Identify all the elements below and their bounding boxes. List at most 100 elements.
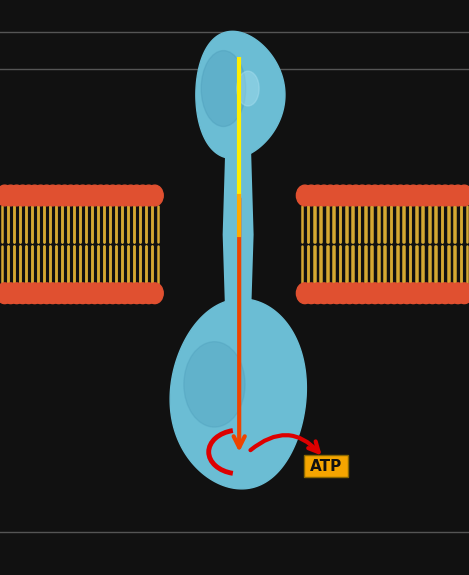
Circle shape [140,283,157,304]
Circle shape [303,185,320,206]
Circle shape [379,283,396,304]
Circle shape [26,185,43,206]
Circle shape [309,185,326,206]
Circle shape [56,283,73,304]
Circle shape [74,283,91,304]
Circle shape [449,283,466,304]
Circle shape [98,185,115,206]
Circle shape [146,185,163,206]
Polygon shape [223,149,254,316]
Circle shape [146,283,163,304]
Circle shape [50,185,67,206]
FancyBboxPatch shape [303,455,348,477]
Circle shape [417,283,434,304]
Circle shape [373,185,390,206]
Circle shape [2,283,19,304]
Circle shape [328,185,345,206]
Circle shape [104,185,121,206]
Circle shape [32,185,49,206]
Circle shape [437,185,454,206]
Circle shape [116,283,133,304]
Circle shape [373,283,390,304]
Circle shape [322,185,339,206]
Circle shape [80,185,97,206]
Circle shape [386,185,402,206]
Circle shape [56,185,73,206]
Circle shape [110,283,127,304]
Circle shape [116,185,133,206]
Circle shape [140,185,157,206]
Circle shape [32,283,49,304]
Circle shape [399,283,416,304]
Circle shape [443,283,460,304]
Text: ATP: ATP [310,459,342,474]
Circle shape [405,283,422,304]
Circle shape [110,185,127,206]
Polygon shape [196,31,285,159]
Circle shape [50,283,67,304]
Circle shape [0,185,13,206]
Circle shape [309,283,326,304]
Circle shape [86,185,103,206]
Circle shape [62,283,79,304]
Circle shape [322,283,339,304]
Circle shape [354,283,371,304]
Circle shape [98,283,115,304]
Circle shape [456,185,469,206]
Circle shape [20,185,37,206]
Circle shape [86,283,103,304]
Circle shape [122,283,139,304]
Circle shape [379,185,396,206]
Circle shape [44,185,61,206]
Circle shape [411,283,428,304]
Circle shape [38,283,55,304]
Circle shape [129,185,145,206]
Circle shape [456,283,469,304]
Circle shape [92,283,109,304]
Circle shape [424,185,441,206]
Circle shape [44,283,61,304]
Circle shape [129,283,145,304]
Circle shape [431,283,447,304]
Circle shape [14,283,31,304]
Circle shape [122,185,139,206]
Circle shape [360,185,377,206]
Circle shape [0,283,13,304]
Circle shape [104,283,121,304]
Circle shape [26,283,43,304]
Circle shape [8,283,25,304]
Circle shape [68,185,85,206]
Circle shape [437,283,454,304]
Ellipse shape [184,342,245,427]
Circle shape [335,283,352,304]
Circle shape [20,283,37,304]
Circle shape [38,185,55,206]
Circle shape [341,185,358,206]
Circle shape [443,185,460,206]
Circle shape [354,185,371,206]
Polygon shape [170,299,306,489]
Circle shape [2,185,19,206]
Circle shape [399,185,416,206]
Circle shape [348,185,364,206]
Circle shape [335,185,352,206]
Circle shape [424,283,441,304]
Circle shape [367,283,384,304]
Ellipse shape [237,71,259,106]
Circle shape [405,185,422,206]
Circle shape [62,185,79,206]
Circle shape [386,283,402,304]
Ellipse shape [201,51,246,126]
Circle shape [431,185,447,206]
Circle shape [417,185,434,206]
Circle shape [74,185,91,206]
Circle shape [367,185,384,206]
Circle shape [328,283,345,304]
Circle shape [296,185,313,206]
Circle shape [92,185,109,206]
Circle shape [134,283,151,304]
Circle shape [316,283,333,304]
Circle shape [80,283,97,304]
Circle shape [411,185,428,206]
Circle shape [8,185,25,206]
